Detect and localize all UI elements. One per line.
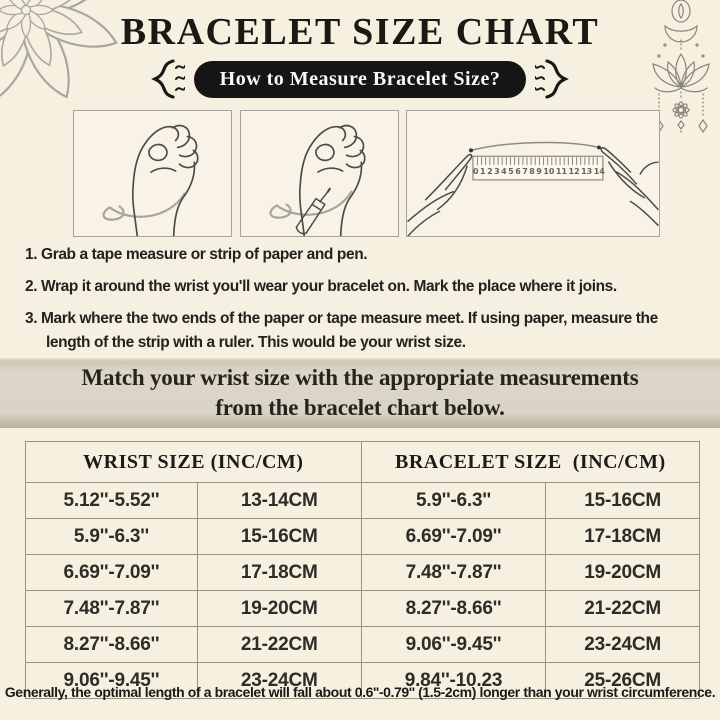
hand-pen-mark-icon bbox=[269, 124, 366, 236]
ruler-tick-label: 4 bbox=[501, 167, 507, 176]
table-row: 8.27''-8.66'' 21-22CM 9.06''-9.45'' 23-2… bbox=[25, 626, 700, 663]
ruler-tick-label: 7 bbox=[522, 167, 528, 176]
ruler-tick-label: 13 bbox=[581, 167, 593, 176]
wrist-size-in: 7.48''-7.87'' bbox=[25, 590, 198, 627]
ruler-tick-label: 12 bbox=[568, 167, 580, 176]
bracelet-size-cm: 21-22CM bbox=[545, 590, 700, 627]
bracelet-size-cm: 19-20CM bbox=[545, 554, 700, 591]
flower-mandala-icon bbox=[0, 0, 118, 102]
banner-line-2: from the bracelet chart below. bbox=[215, 395, 505, 420]
wrist-size-cm: 13-14CM bbox=[196, 482, 362, 519]
ruler-tick-label: 8 bbox=[529, 167, 535, 176]
flourish-left-icon bbox=[150, 59, 185, 99]
page-title: BRACELET SIZE CHART bbox=[120, 11, 600, 53]
wrist-size-cm: 17-18CM bbox=[196, 554, 362, 591]
ruler-tick-label: 5 bbox=[508, 167, 514, 176]
bracelet-size-header: BRACELET SIZE (INC/CM) bbox=[360, 441, 701, 483]
ruler-tick-label: 6 bbox=[515, 167, 521, 176]
step-2: 2. Wrap it around the wrist you'll wear … bbox=[25, 278, 617, 296]
footnote: Generally, the optimal length of a brace… bbox=[4, 684, 716, 700]
how-to-measure-badge: How to Measure Bracelet Size? bbox=[193, 60, 527, 98]
table-row: 5.9''-6.3'' 15-16CM 6.69''-7.09'' 17-18C… bbox=[25, 518, 700, 555]
ruler-scale: 0 1 2 3 4 5 6 7 8 9 10 11 12 13 14 bbox=[473, 168, 605, 176]
ruler-tick-label: 0 bbox=[473, 167, 479, 176]
ruler-tick-label: 2 bbox=[487, 167, 493, 176]
banner-line-1: Match your wrist size with the appropria… bbox=[81, 364, 639, 390]
bracelet-size-in: 9.84''-10.23 bbox=[360, 662, 547, 699]
ruler-tick-label: 3 bbox=[494, 167, 500, 176]
wrist-size-header: WRIST SIZE (INC/CM) bbox=[25, 441, 362, 483]
bracelet-size-in: 8.27''-8.66'' bbox=[360, 590, 547, 627]
ruler-tick-label: 1 bbox=[480, 167, 486, 176]
size-table: WRIST SIZE (INC/CM) BRACELET SIZE (INC/C… bbox=[25, 441, 701, 699]
illustration-step3-box: 0 1 2 3 4 5 6 7 8 9 10 11 12 13 14 bbox=[406, 110, 660, 237]
ruler-tick-label: 14 bbox=[593, 167, 605, 176]
wrist-size-cm: 23-24CM bbox=[196, 662, 362, 699]
wrist-size-cm: 15-16CM bbox=[196, 518, 362, 555]
hand-tape-measure-icon bbox=[102, 124, 199, 236]
ruler-tick-label: 10 bbox=[543, 167, 555, 176]
match-size-banner: Match your wrist size with the appropria… bbox=[0, 358, 720, 428]
wrist-size-cm: 19-20CM bbox=[196, 590, 362, 627]
measure-steps: 1. Grab a tape measure or strip of paper… bbox=[25, 243, 681, 363]
table-row: 7.48''-7.87'' 19-20CM 8.27''-8.66'' 21-2… bbox=[25, 590, 700, 627]
illustration-step2-box bbox=[240, 110, 399, 237]
hands-ruler-icon bbox=[407, 141, 659, 236]
bracelet-size-in: 9.06''-9.45'' bbox=[360, 626, 547, 663]
bracelet-size-in: 6.69''-7.09'' bbox=[360, 518, 547, 555]
bracelet-size-cm: 25-26CM bbox=[545, 662, 700, 699]
wrist-size-in: 5.9''-6.3'' bbox=[25, 518, 198, 555]
wrist-size-in: 8.27''-8.66'' bbox=[25, 626, 198, 663]
bracelet-size-in: 5.9''-6.3'' bbox=[360, 482, 547, 519]
wrist-size-in: 5.12''-5.52'' bbox=[25, 482, 198, 519]
step-3: 3. Mark where the two ends of the paper … bbox=[25, 310, 658, 352]
lotus-ornament-icon bbox=[652, 0, 710, 136]
ruler-tick-label: 11 bbox=[555, 167, 568, 176]
step-1: 1. Grab a tape measure or strip of paper… bbox=[25, 246, 368, 263]
bracelet-size-in: 7.48''-7.87'' bbox=[360, 554, 547, 591]
table-row: 6.69''-7.09'' 17-18CM 7.48''-7.87'' 19-2… bbox=[25, 554, 700, 591]
wrist-size-cm: 21-22CM bbox=[196, 626, 362, 663]
table-row: 9.06''-9.45'' 23-24CM 9.84''-10.23 25-26… bbox=[25, 662, 700, 699]
pen-icon bbox=[295, 187, 331, 235]
bracelet-size-cm: 15-16CM bbox=[545, 482, 700, 519]
table-row: 5.12''-5.52'' 13-14CM 5.9''-6.3'' 15-16C… bbox=[25, 482, 700, 519]
bracelet-size-cm: 23-24CM bbox=[545, 626, 700, 663]
how-to-measure-badge-row: How to Measure Bracelet Size? bbox=[0, 58, 720, 100]
table-header-row: WRIST SIZE (INC/CM) BRACELET SIZE (INC/C… bbox=[25, 441, 701, 483]
ruler-tick-label: 9 bbox=[536, 167, 542, 176]
illustration-step1-box bbox=[73, 110, 232, 237]
wrist-size-in: 9.06''-9.45'' bbox=[25, 662, 198, 699]
bracelet-size-cm: 17-18CM bbox=[545, 518, 700, 555]
flourish-right-icon bbox=[535, 59, 570, 99]
wrist-size-in: 6.69''-7.09'' bbox=[25, 554, 198, 591]
